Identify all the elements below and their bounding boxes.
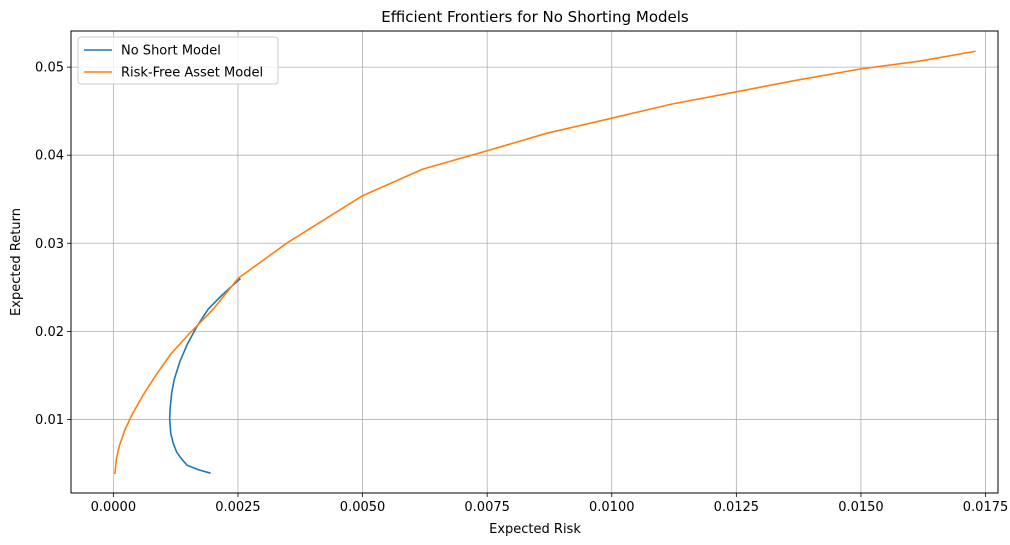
y-tick-label: 0.04 [35, 149, 64, 164]
x-tick-label: 0.0050 [340, 500, 386, 515]
y-tick-label: 0.05 [35, 61, 64, 76]
x-tick-label: 0.0125 [714, 500, 760, 515]
series-line-risk-free-asset-model [114, 50, 976, 475]
x-axis-ticks: 0.0000 0.0025 0.0050 0.0075 0.0100 0.0125 0.01… [91, 493, 1009, 515]
legend-label: Risk-Free Asset Model [121, 66, 263, 81]
legend: No Short Model Risk-Free Asset Model [77, 36, 279, 85]
legend-label: No Short Model [121, 44, 221, 59]
series-lines [114, 50, 976, 475]
x-tick-label: 0.0100 [589, 500, 635, 515]
legend-box [77, 36, 279, 85]
x-axis-title: Expected Risk [489, 522, 581, 537]
series-line-no-short-model [168, 277, 241, 474]
x-tick-label: 0.0025 [215, 500, 261, 515]
y-tick-label: 0.01 [35, 413, 64, 428]
y-tick-label: 0.02 [35, 325, 64, 340]
x-tick-label: 0.0175 [963, 500, 1009, 515]
grid-lines [71, 31, 998, 493]
plot-area-frame [70, 30, 999, 494]
y-axis-ticks: 0.01 0.02 0.03 0.04 0.05 [35, 61, 71, 428]
x-tick-label: 0.0075 [464, 500, 510, 515]
y-axis-title: Expected Return [9, 208, 24, 316]
y-tick-label: 0.03 [35, 237, 64, 252]
x-tick-label: 0.0000 [91, 500, 137, 515]
chart-title: Efficient Frontiers for No Shorting Mode… [381, 8, 689, 26]
x-tick-label: 0.0150 [838, 500, 884, 515]
